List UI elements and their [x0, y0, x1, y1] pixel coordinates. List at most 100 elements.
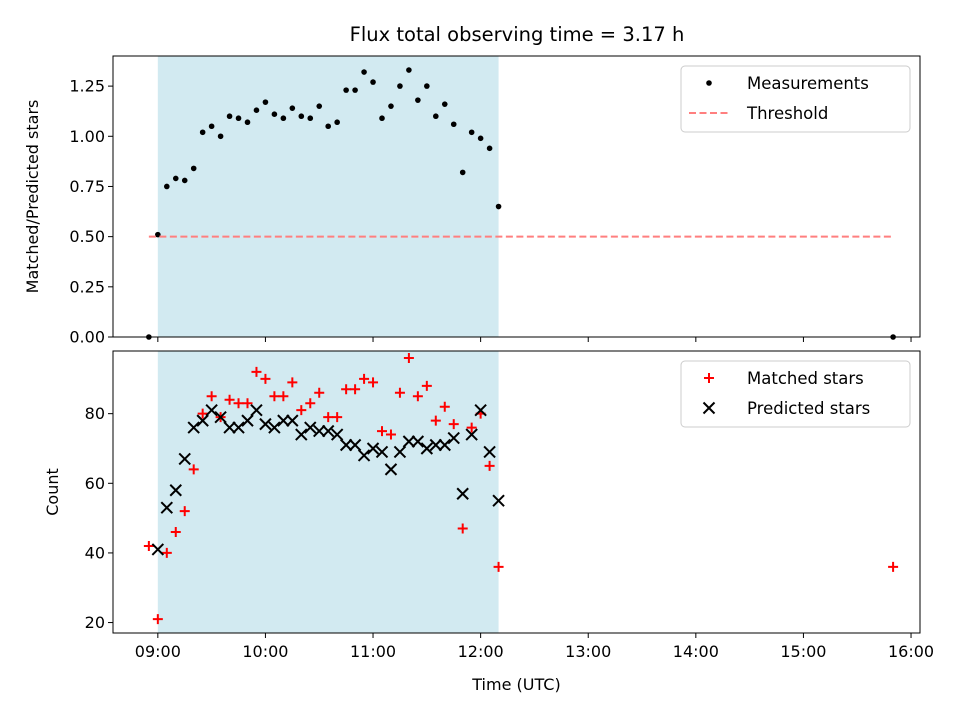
x-tick-label: 15:00 — [780, 642, 826, 661]
predicted-star-point — [250, 403, 263, 417]
panel-ratio: Flux total observing time = 3.17 h 0.000… — [23, 23, 921, 347]
x-axis-ticks-bottom: 09:00 10:00 11:00 12:00 13:00 14:00 15:00 16:00 — [135, 633, 934, 661]
predicted-star-point — [223, 421, 236, 434]
measurement-point — [253, 107, 260, 113]
matched-star-point — [421, 380, 432, 391]
matched-star-point — [368, 377, 379, 388]
predicted-star-point — [447, 431, 460, 445]
count-marks — [143, 352, 899, 625]
predicted-star-point — [492, 494, 505, 507]
matched-star-point — [430, 415, 441, 426]
predicted-star-point — [151, 543, 165, 556]
measurement-point — [316, 103, 323, 109]
predicted-star-point — [214, 410, 227, 424]
measurement-point — [352, 87, 358, 93]
predicted-star-point — [438, 438, 451, 452]
predicted-star-point — [277, 414, 290, 427]
predicted-star-point — [169, 484, 182, 497]
legend-label: Matched stars — [747, 369, 864, 388]
matched-star-point — [439, 401, 450, 412]
y-tick-label: 60 — [85, 474, 105, 493]
matched-star-point — [448, 419, 459, 430]
panel-counts: 20 40 60 80 09:00 10:00 11:00 12:00 13:00 14:00 1… — [43, 350, 934, 694]
predicted-star-point — [160, 501, 174, 514]
matched-star-point — [269, 391, 280, 402]
matched-star-point — [197, 408, 208, 419]
predicted-star-point — [339, 438, 353, 452]
x-axis-label: Time (UTC) — [471, 675, 560, 694]
predicted-star-point — [474, 403, 487, 417]
measurement-point — [441, 101, 448, 107]
matched-star-point — [359, 373, 370, 384]
predicted-star-point — [241, 414, 254, 427]
legend-label: Predicted stars — [747, 399, 870, 418]
measurement-point — [325, 123, 332, 130]
predicted-star-point — [384, 463, 398, 476]
matched-star-point — [287, 377, 298, 388]
legend-label: Threshold — [746, 104, 828, 123]
predicted-star-point — [366, 442, 380, 455]
chart-title: Flux total observing time = 3.17 h — [350, 23, 685, 46]
measurement-point — [172, 175, 179, 182]
measurement-point — [307, 115, 314, 122]
measurement-point — [361, 69, 367, 75]
ratio-marks — [146, 67, 896, 340]
y-axis-label-top: Matched/Predicted stars — [23, 100, 42, 294]
measurement-point — [217, 133, 224, 140]
predicted-star-point — [483, 445, 496, 459]
legend-box — [680, 65, 911, 133]
matched-star-point — [278, 391, 289, 402]
legend-label: Measurements — [747, 74, 869, 93]
measurement-point — [262, 99, 269, 105]
x-tick-label: 10:00 — [242, 642, 288, 661]
matched-star-point — [323, 412, 334, 423]
predicted-star-point — [429, 438, 443, 452]
measurement-point — [406, 67, 412, 73]
measurement-point — [468, 129, 475, 136]
legend-box — [680, 360, 911, 428]
measurement-point — [477, 135, 484, 142]
matched-star-point — [251, 366, 262, 377]
legend-swatch — [702, 401, 716, 415]
measurement-point — [343, 87, 349, 93]
predicted-star-point — [196, 414, 209, 427]
measurement-point — [334, 119, 340, 126]
measurement-point — [181, 177, 188, 184]
measurement-point — [226, 113, 233, 120]
x-tick-label: 09:00 — [135, 642, 181, 661]
predicted-star-point — [286, 414, 299, 427]
measurement-point — [244, 119, 251, 126]
measurement-point — [495, 203, 502, 210]
matched-star-point — [394, 387, 405, 398]
matched-star-point — [260, 373, 271, 384]
matched-star-point — [350, 384, 361, 395]
predicted-star-point — [465, 428, 478, 441]
measurement-point — [235, 115, 242, 122]
predicted-star-point — [295, 428, 308, 441]
x-tick-label: 14:00 — [673, 642, 719, 661]
y-tick-label: 1.25 — [69, 77, 105, 96]
matched-star-point — [305, 398, 316, 409]
x-tick-label: 11:00 — [350, 642, 396, 661]
measurement-point — [388, 103, 394, 109]
predicted-star-point — [304, 421, 317, 434]
matched-star-point — [341, 384, 352, 395]
y-tick-label: 40 — [85, 543, 105, 562]
predicted-star-point — [178, 452, 191, 466]
matched-star-point — [233, 398, 244, 409]
plot-frame-top — [112, 55, 921, 338]
measurement-point — [424, 83, 430, 89]
matched-star-point — [179, 506, 190, 517]
measurement-point — [450, 121, 457, 128]
matched-star-point — [188, 464, 199, 475]
measurement-point — [289, 105, 296, 111]
matched-star-point — [314, 387, 325, 398]
legend-top: Measurements Threshold — [680, 65, 911, 133]
y-axis-label-bottom: Count — [43, 468, 62, 516]
measurement-point — [298, 113, 305, 120]
y-tick-label: 0.50 — [69, 227, 105, 246]
measurement-point — [486, 145, 493, 152]
predicted-star-point — [268, 421, 281, 434]
matched-star-point — [242, 398, 253, 409]
matched-star-point — [206, 391, 217, 402]
